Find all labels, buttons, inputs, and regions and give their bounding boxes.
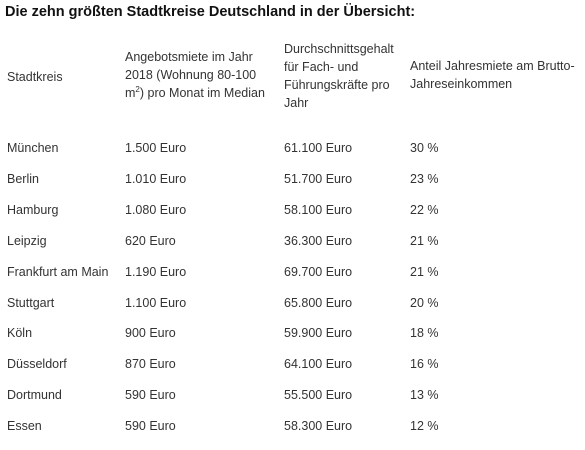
header-salary: Durchschnittsgehalt für Fach- und Führun…	[284, 42, 394, 110]
share-cell: 16 %	[410, 357, 439, 371]
city-cell: Essen	[7, 419, 42, 433]
rent-cell: 620 Euro	[125, 234, 176, 248]
share-cell: 30 %	[410, 141, 439, 155]
table-row: Essen 590 Euro 58.300 Euro 12 %	[0, 417, 585, 435]
rent-cell: 1.010 Euro	[125, 172, 187, 186]
city-cell: Frankfurt am Main	[7, 265, 109, 279]
table-row: München 1.500 Euro 61.100 Euro 30 %	[0, 139, 585, 157]
salary-cell: 58.100 Euro	[284, 203, 353, 217]
table-row: Stuttgart 1.100 Euro 65.800 Euro 20 %	[0, 294, 585, 312]
city-cell: Köln	[7, 326, 33, 340]
share-cell: 21 %	[410, 234, 439, 248]
share-cell: 18 %	[410, 326, 439, 340]
salary-cell: 55.500 Euro	[284, 388, 353, 402]
table-row: Köln 900 Euro 59.900 Euro 18 %	[0, 324, 585, 342]
table-row: Düsseldorf 870 Euro 64.100 Euro 16 %	[0, 355, 585, 373]
city-cell: München	[7, 141, 59, 155]
share-cell: 22 %	[410, 203, 439, 217]
header-rent-text-end: ) pro Monat im Median	[139, 86, 265, 100]
rent-cell: 590 Euro	[125, 419, 176, 433]
salary-cell: 58.300 Euro	[284, 419, 353, 433]
rent-cell: 1.100 Euro	[125, 296, 187, 310]
share-cell: 12 %	[410, 419, 439, 433]
table-row: Frankfurt am Main 1.190 Euro 69.700 Euro 21…	[0, 263, 585, 281]
salary-cell: 59.900 Euro	[284, 326, 353, 340]
header-rent: Angebotsmiete im Jahr 2018 (Wohnung 80-1…	[125, 48, 275, 102]
rent-cell: 1.080 Euro	[125, 203, 187, 217]
city-cell: Stuttgart	[7, 296, 55, 310]
share-cell: 21 %	[410, 265, 439, 279]
salary-cell: 69.700 Euro	[284, 265, 353, 279]
share-cell: 20 %	[410, 296, 439, 310]
rent-cell: 870 Euro	[125, 357, 176, 371]
share-cell: 23 %	[410, 172, 439, 186]
rent-cell: 590 Euro	[125, 388, 176, 402]
city-cell: Leipzig	[7, 234, 47, 248]
share-cell: 13 %	[410, 388, 439, 402]
header-rent-superscript: 2	[135, 84, 140, 94]
city-cell: Berlin	[7, 172, 39, 186]
header-city: Stadtkreis	[7, 70, 63, 84]
salary-cell: 61.100 Euro	[284, 141, 353, 155]
city-cell: Dortmund	[7, 388, 62, 402]
rent-cell: 900 Euro	[125, 326, 176, 340]
salary-cell: 65.800 Euro	[284, 296, 353, 310]
salary-cell: 36.300 Euro	[284, 234, 353, 248]
header-share: Anteil Jahresmiete am Brutto-Jahreseinko…	[410, 59, 575, 91]
table-row: Berlin 1.010 Euro 51.700 Euro 23 %	[0, 170, 585, 188]
table-row: Dortmund 590 Euro 55.500 Euro 13 %	[0, 386, 585, 404]
salary-cell: 51.700 Euro	[284, 172, 353, 186]
page-title: Die zehn größten Stadtkreise Deutschland…	[5, 4, 416, 20]
city-cell: Düsseldorf	[7, 357, 67, 371]
city-cell: Hamburg	[7, 203, 59, 217]
table-row: Leipzig 620 Euro 36.300 Euro 21 %	[0, 232, 585, 250]
rent-cell: 1.190 Euro	[125, 265, 187, 279]
salary-cell: 64.100 Euro	[284, 357, 353, 371]
table-row: Hamburg 1.080 Euro 58.100 Euro 22 %	[0, 201, 585, 219]
rent-cell: 1.500 Euro	[125, 141, 187, 155]
header-rent-text: Angebotsmiete im Jahr 2018 (Wohnung 80-1…	[125, 50, 257, 100]
